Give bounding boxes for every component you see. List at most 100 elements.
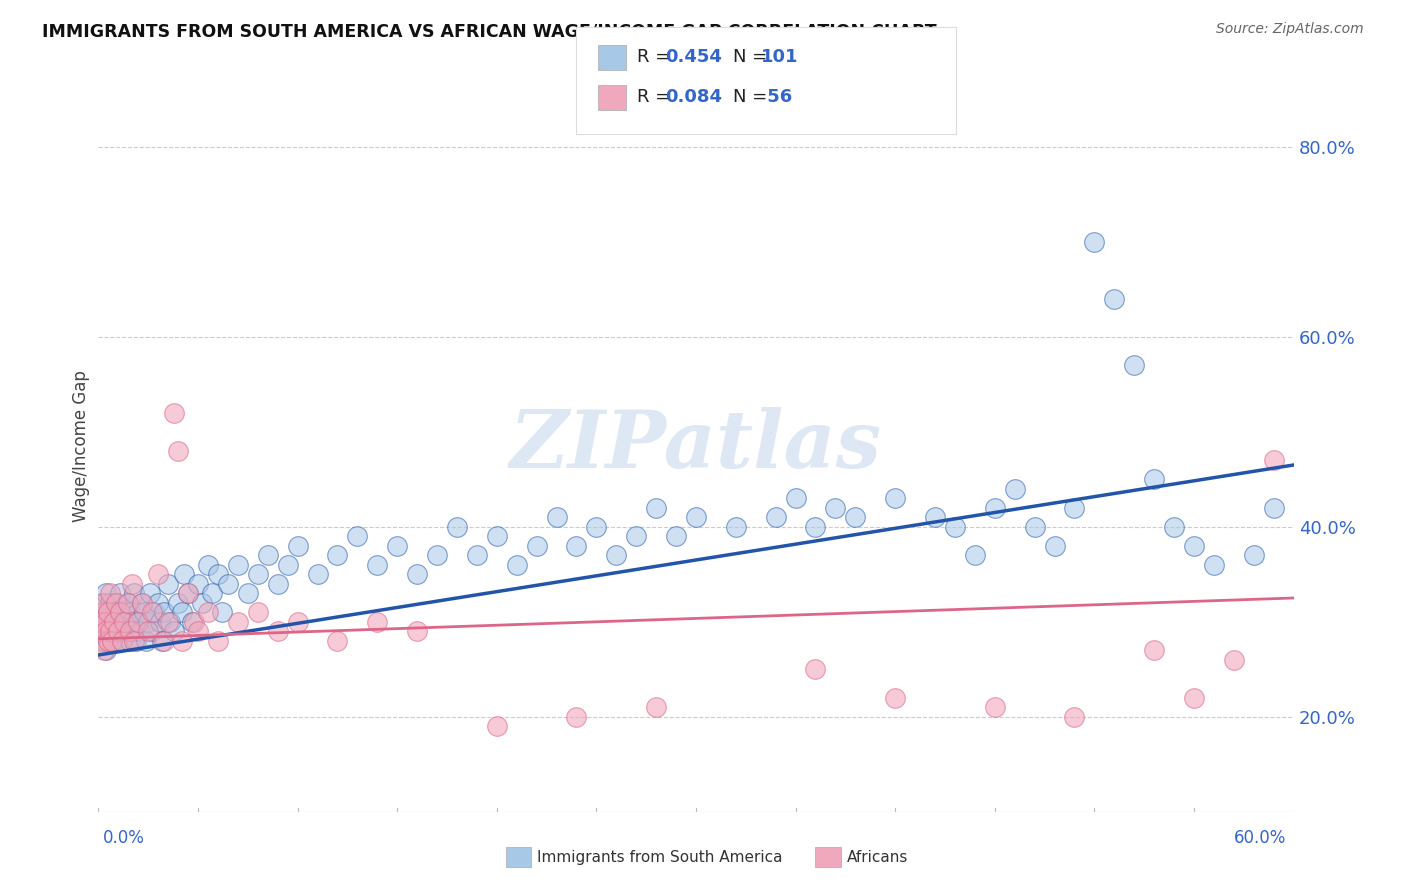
Point <box>446 520 468 534</box>
Point <box>101 633 124 648</box>
Text: ZIPatlas: ZIPatlas <box>510 408 882 484</box>
Point <box>97 633 120 648</box>
Point <box>93 624 115 639</box>
Point <box>1043 539 1066 553</box>
Point <box>89 615 111 629</box>
Text: N =: N = <box>733 48 772 66</box>
Point <box>626 529 648 543</box>
Point <box>217 576 239 591</box>
Point <box>207 567 229 582</box>
Point <box>406 567 429 582</box>
Point <box>804 662 827 676</box>
Point <box>1243 548 1265 562</box>
Point <box>148 567 170 582</box>
Point <box>96 615 118 629</box>
Point <box>645 500 668 515</box>
Point <box>565 710 588 724</box>
Point <box>107 605 129 619</box>
Point <box>187 576 209 591</box>
Point <box>307 567 329 582</box>
Text: N =: N = <box>733 88 772 106</box>
Point <box>546 510 568 524</box>
Point <box>97 624 120 639</box>
Point <box>1063 500 1085 515</box>
Point <box>112 605 135 619</box>
Point <box>226 615 249 629</box>
Point <box>177 586 200 600</box>
Point <box>136 615 159 629</box>
Text: 0.084: 0.084 <box>665 88 723 106</box>
Point <box>120 633 142 648</box>
Point <box>134 605 156 619</box>
Point <box>426 548 449 562</box>
Point <box>107 624 129 639</box>
Point <box>117 596 139 610</box>
Point <box>103 605 125 619</box>
Point <box>1223 653 1246 667</box>
Point <box>277 558 299 572</box>
Point <box>98 624 122 639</box>
Text: 0.454: 0.454 <box>665 48 721 66</box>
Point <box>187 624 209 639</box>
Point <box>93 633 115 648</box>
Point <box>824 500 846 515</box>
Point <box>1123 358 1146 372</box>
Point <box>148 596 170 610</box>
Point <box>1024 520 1046 534</box>
Point <box>1263 500 1285 515</box>
Text: 101: 101 <box>761 48 799 66</box>
Point <box>112 615 135 629</box>
Point <box>197 558 219 572</box>
Point <box>96 586 118 600</box>
Point <box>267 576 290 591</box>
Text: R =: R = <box>637 88 676 106</box>
Point <box>124 633 146 648</box>
Point <box>172 605 194 619</box>
Point <box>197 605 219 619</box>
Point <box>167 596 190 610</box>
Point <box>105 624 128 639</box>
Point <box>963 548 986 562</box>
Point <box>1104 292 1126 306</box>
Point <box>97 605 120 619</box>
Point <box>163 406 186 420</box>
Point <box>120 624 142 639</box>
Point <box>984 500 1007 515</box>
Point <box>181 615 204 629</box>
Text: 0.0%: 0.0% <box>103 829 145 847</box>
Point <box>211 605 233 619</box>
Text: 60.0%: 60.0% <box>1234 829 1286 847</box>
Point <box>159 615 181 629</box>
Text: Africans: Africans <box>846 850 908 864</box>
Point <box>256 548 278 562</box>
Point <box>1143 472 1166 486</box>
Point <box>1063 710 1085 724</box>
Point <box>366 615 388 629</box>
Point <box>117 624 139 639</box>
Point <box>89 624 111 639</box>
Point <box>127 605 149 619</box>
Point <box>141 605 163 619</box>
Point <box>91 605 114 619</box>
Point <box>110 605 132 619</box>
Point <box>131 596 153 610</box>
Point <box>565 539 588 553</box>
Point <box>103 615 125 629</box>
Point <box>366 558 388 572</box>
Point <box>93 596 115 610</box>
Point <box>121 615 143 629</box>
Point <box>246 567 269 582</box>
Point <box>765 510 787 524</box>
Point <box>89 633 111 648</box>
Point <box>91 615 114 629</box>
Point <box>91 633 114 648</box>
Point <box>115 615 138 629</box>
Point <box>1163 520 1185 534</box>
Point <box>93 605 115 619</box>
Point <box>943 520 966 534</box>
Point <box>149 615 172 629</box>
Text: R =: R = <box>637 48 676 66</box>
Point <box>98 586 122 600</box>
Point <box>1083 235 1105 249</box>
Point <box>326 633 349 648</box>
